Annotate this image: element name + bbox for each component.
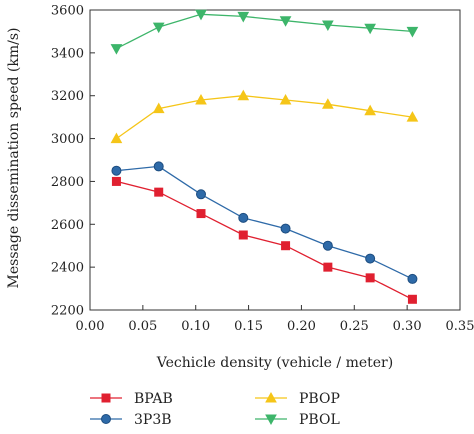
data-point — [407, 294, 417, 304]
data-point — [237, 11, 250, 23]
data-point — [111, 176, 121, 186]
data-point — [238, 212, 249, 223]
series-pbop — [110, 89, 419, 144]
series-line — [116, 95, 413, 140]
y-tick-label: 3600 — [51, 4, 84, 19]
legend-item-pbol: PBOL — [255, 412, 340, 428]
legend-item-pbop: PBOP — [255, 391, 340, 407]
data-point — [281, 241, 291, 251]
data-point — [364, 104, 376, 116]
data-point — [110, 132, 123, 144]
legend-label: PBOP — [299, 391, 340, 407]
x-tick-label: 0.10 — [181, 319, 210, 334]
x-tick-label: 0.20 — [287, 319, 316, 334]
data-point — [322, 20, 334, 32]
y-tick-label: 3000 — [51, 132, 84, 147]
data-point — [152, 102, 165, 114]
data-point — [196, 209, 206, 219]
x-tick-label: 0.25 — [340, 319, 369, 334]
data-point — [279, 93, 292, 105]
series-bpab — [111, 176, 417, 304]
series-line — [116, 165, 413, 280]
data-point — [111, 165, 122, 176]
data-point — [279, 16, 292, 27]
data-point — [195, 93, 207, 105]
legend-marker — [265, 414, 277, 426]
y-tick-label: 2400 — [51, 261, 84, 276]
x-tick-label: 0.30 — [393, 319, 422, 334]
data-point — [365, 253, 376, 264]
y-tick-label: 2600 — [51, 218, 84, 233]
data-point — [152, 22, 165, 34]
data-point — [322, 98, 334, 109]
series-3p3b — [111, 161, 418, 284]
y-tick-label: 2200 — [51, 304, 84, 319]
x-tick-label: 0.15 — [234, 319, 263, 334]
x-tick-label: 0.35 — [446, 319, 474, 334]
legend-label: PBOL — [299, 412, 340, 428]
data-point — [406, 26, 419, 38]
data-point — [280, 223, 291, 234]
series-line — [116, 180, 413, 300]
data-point — [238, 230, 248, 240]
series-layer — [110, 9, 419, 304]
legend: BPAB 3P3B PBOP PBOL — [90, 391, 340, 428]
series-pbol — [110, 9, 419, 55]
legend-label: 3P3B — [134, 412, 172, 428]
data-point — [153, 161, 164, 172]
legend-label: BPAB — [134, 391, 173, 407]
legend-marker — [265, 391, 277, 403]
y-tick-label: 2800 — [51, 175, 84, 190]
data-point — [196, 189, 206, 200]
legend-item-3p3b: 3P3B — [90, 412, 172, 428]
x-tick-label: 0.05 — [128, 319, 157, 334]
legend-marker — [101, 393, 111, 403]
data-point — [237, 89, 250, 101]
series-line — [116, 13, 413, 50]
data-point — [154, 187, 164, 197]
legend-marker — [101, 414, 111, 424]
data-point — [364, 23, 376, 35]
y-axis-title: Message dissemination speed (km/s) — [6, 28, 22, 289]
data-point — [407, 273, 418, 284]
y-tick-label: 3200 — [51, 89, 84, 104]
plot-frame — [89, 9, 461, 311]
data-point — [323, 262, 333, 272]
y-tick-label: 3400 — [51, 46, 84, 61]
data-point — [406, 111, 419, 122]
legend-item-bpab: BPAB — [90, 391, 173, 407]
data-point — [110, 44, 123, 55]
data-point — [195, 9, 207, 21]
data-point — [365, 273, 375, 283]
data-point — [322, 240, 333, 251]
x-axis-title: Vechicle density (vehicle / meter) — [156, 355, 393, 371]
axes: 0.00 0.05 0.10 0.15 0.20 0.25 0.30 0.35 2200 2400… — [51, 4, 474, 335]
x-tick-label: 0.00 — [76, 319, 105, 334]
